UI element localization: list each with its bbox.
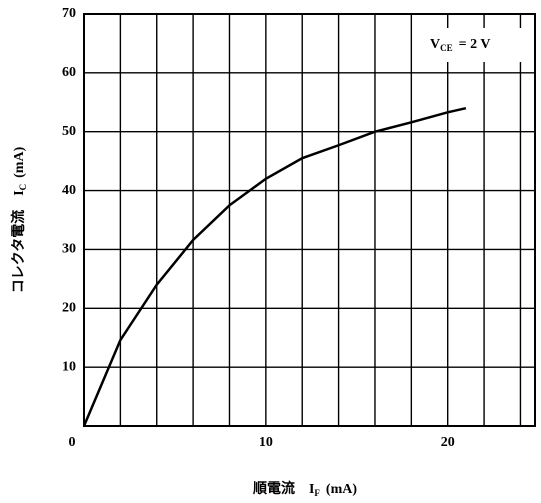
x-tick-label: 20 bbox=[441, 435, 455, 450]
y-tick-label: 70 bbox=[62, 6, 76, 21]
label-subscript: CE bbox=[440, 43, 453, 53]
annotation: VCE = 2 V bbox=[430, 37, 490, 53]
y-tick-label: 20 bbox=[62, 301, 76, 316]
label-subscript: F bbox=[314, 488, 320, 498]
label-text: 順電流 I bbox=[253, 480, 314, 497]
y-tick-label: 30 bbox=[62, 242, 76, 257]
y-axis-label: コレクタ電流 IC (mA) bbox=[10, 146, 28, 293]
x-axis-label: 順電流 IF (mA) bbox=[253, 480, 357, 498]
annotation-box bbox=[421, 28, 529, 62]
x-tick-label: 10 bbox=[259, 435, 273, 450]
x-tick-label: 0 bbox=[69, 435, 76, 450]
label-text: (mA) bbox=[326, 482, 357, 497]
label-text: = 2 V bbox=[459, 37, 491, 52]
label-text: (mA) bbox=[12, 146, 27, 177]
label-text: V bbox=[430, 37, 440, 52]
y-tick-label: 40 bbox=[62, 183, 76, 198]
y-tick-label: 50 bbox=[62, 124, 76, 139]
plot-frame bbox=[83, 13, 536, 427]
data-line bbox=[82, 106, 467, 427]
y-tick-label: 60 bbox=[62, 65, 76, 80]
y-tick-label: 10 bbox=[62, 359, 76, 374]
label-subscript: C bbox=[18, 184, 28, 191]
label-text: コレクタ電流 I bbox=[10, 190, 27, 293]
